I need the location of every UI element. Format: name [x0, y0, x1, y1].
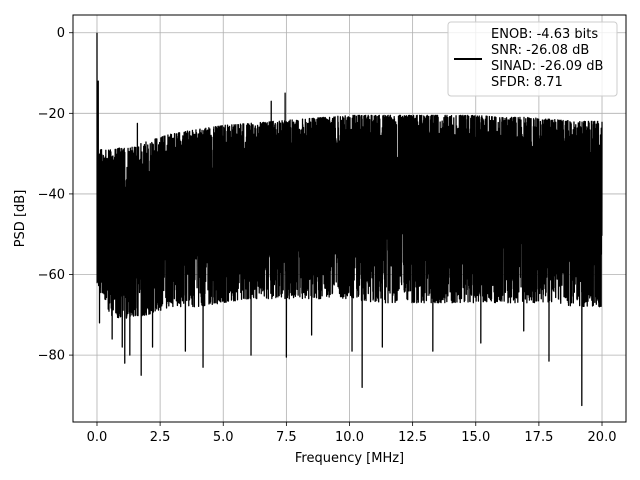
x-tick-label: 20.0	[588, 430, 617, 445]
legend: ENOB: -4.63 bits SNR: -26.08 dB SINAD: -…	[447, 21, 618, 97]
legend-line-enob: ENOB: -4.63 bits	[491, 27, 598, 42]
x-tick-label: 15.0	[461, 430, 490, 445]
legend-box	[447, 21, 618, 97]
series-layer	[96, 32, 603, 407]
y-tick-label: −80	[38, 349, 65, 364]
legend-line-sinad: SINAD: -26.09 dB	[491, 59, 603, 74]
y-tick-label: 0	[57, 26, 65, 41]
legend-line-sfdr: SFDR: 8.71	[491, 75, 563, 90]
x-axis-ticks: 0.0 2.5 5.0 7.5 10.0 12.5 15.0 17.5 20.0	[87, 422, 617, 445]
x-tick-label: 17.5	[524, 430, 553, 445]
y-tick-label: −20	[38, 107, 65, 122]
x-tick-label: 12.5	[398, 430, 427, 445]
y-tick-label: −60	[38, 268, 65, 283]
x-tick-label: 7.5	[276, 430, 297, 445]
x-axis-label: Frequency [MHz]	[295, 451, 404, 466]
x-tick-label: 5.0	[213, 430, 234, 445]
x-tick-label: 10.0	[335, 430, 364, 445]
legend-line-snr: SNR: -26.08 dB	[491, 43, 589, 58]
psd-series-line	[96, 32, 603, 407]
x-tick-label: 0.0	[87, 430, 108, 445]
x-tick-label: 2.5	[150, 430, 171, 445]
y-axis-ticks: 0 −20 −40 −60 −80	[38, 26, 73, 364]
y-tick-label: −40	[38, 187, 65, 202]
y-axis-label: PSD [dB]	[13, 190, 28, 248]
